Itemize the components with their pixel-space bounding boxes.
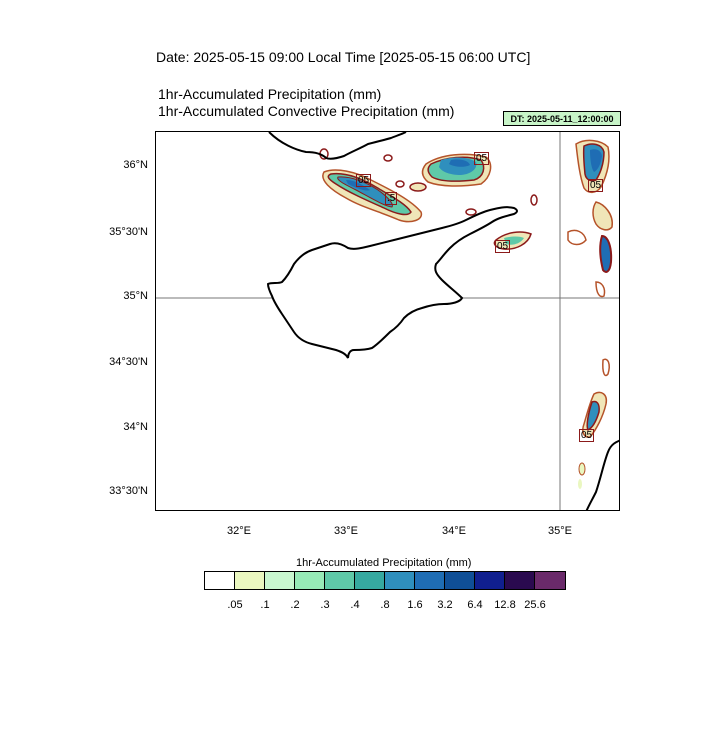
legend-title: 1hr-Accumulated Precipitation (mm) bbox=[296, 557, 472, 569]
colorbar-level-label: .4 bbox=[350, 599, 360, 611]
precip-cell-north-cyprus-1 bbox=[322, 169, 423, 223]
dt-badge: DT: 2025-05-11_12:00:00 bbox=[503, 111, 621, 126]
colorbar-level-label: 25.6 bbox=[524, 599, 546, 611]
coastline-turkey bbox=[268, 132, 407, 160]
precip-cell-east-coast-north bbox=[567, 139, 613, 298]
lat-label-34n: 34°N bbox=[123, 421, 148, 433]
colorbar-swatch bbox=[415, 572, 445, 589]
colorbar-level-label: 6.4 bbox=[467, 599, 483, 611]
coastline-turkey-east bbox=[585, 439, 619, 510]
plot-title: Date: 2025-05-15 09:00 Local Time [2025-… bbox=[156, 49, 531, 65]
colorbar bbox=[204, 571, 566, 590]
subtitle-precipitation: 1hr-Accumulated Precipitation (mm) bbox=[158, 86, 382, 102]
lon-label-34e: 34°E bbox=[442, 525, 466, 537]
coastline-cyprus bbox=[266, 206, 518, 359]
map-panel: 05 .5 05 05 05 05 bbox=[155, 131, 620, 511]
lon-label-32e: 32°E bbox=[227, 525, 251, 537]
map-svg bbox=[156, 132, 619, 510]
colorbar-swatch bbox=[325, 572, 355, 589]
colorbar-swatch bbox=[295, 572, 325, 589]
precip-cell-east-coast-south bbox=[578, 358, 610, 489]
colorbar-swatch bbox=[445, 572, 475, 589]
lon-label-33e: 33°E bbox=[334, 525, 358, 537]
contour-label-4: 05 bbox=[495, 240, 511, 253]
colorbar-level-label: 3.2 bbox=[437, 599, 453, 611]
colorbar-level-label: .3 bbox=[320, 599, 330, 611]
colorbar-level-label: 1.6 bbox=[407, 599, 423, 611]
contour-label-6: 05 bbox=[579, 429, 595, 442]
precip-cell-north-cyprus-2 bbox=[319, 148, 538, 216]
contour-label-5: 05 bbox=[588, 179, 604, 192]
lat-label-36n: 36°N bbox=[123, 159, 148, 171]
colorbar-swatch bbox=[535, 572, 565, 589]
colorbar-level-label: 12.8 bbox=[494, 599, 516, 611]
lat-label-33-30n: 33°30'N bbox=[109, 485, 148, 497]
colorbar-swatch bbox=[505, 572, 535, 589]
colorbar-level-label: .1 bbox=[260, 599, 270, 611]
lat-label-35n: 35°N bbox=[123, 290, 148, 302]
colorbar-swatch bbox=[475, 572, 505, 589]
contour-label-1: 05 bbox=[356, 174, 372, 187]
colorbar-swatch bbox=[265, 572, 295, 589]
colorbar-swatch bbox=[205, 572, 235, 589]
colorbar-swatch bbox=[355, 572, 385, 589]
colorbar-swatch bbox=[235, 572, 265, 589]
lon-label-35e: 35°E bbox=[548, 525, 572, 537]
subtitle-convective-precipitation: 1hr-Accumulated Convective Precipitation… bbox=[158, 103, 455, 119]
colorbar-level-label: .2 bbox=[290, 599, 300, 611]
contour-label-3: 05 bbox=[474, 152, 490, 165]
colorbar-level-label: .05 bbox=[227, 599, 243, 611]
colorbar-level-label: .8 bbox=[380, 599, 390, 611]
colorbar-swatch bbox=[385, 572, 415, 589]
lat-label-35-30n: 35°30'N bbox=[109, 226, 148, 238]
lat-label-34-30n: 34°30'N bbox=[109, 356, 148, 368]
contour-label-2: .5 bbox=[385, 192, 398, 205]
